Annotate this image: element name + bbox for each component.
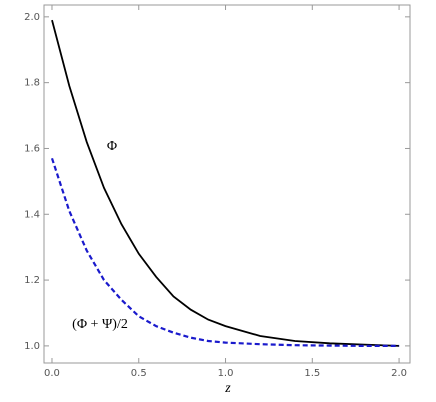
- y-tick-label: 1.0: [24, 341, 40, 352]
- y-tick-label: 2.0: [24, 12, 40, 23]
- y-tick-label: 1.4: [24, 209, 40, 220]
- x-tick-label: 2.0: [391, 368, 407, 379]
- x-tick-label: 0.0: [44, 368, 60, 379]
- x-tick-label: 0.5: [131, 368, 147, 379]
- plot-frame: [43, 4, 411, 364]
- y-tick-label: 1.6: [24, 143, 40, 154]
- x-tick-label: 1.0: [218, 368, 234, 379]
- y-tick-label: 1.8: [24, 78, 40, 89]
- series-label: Φ: [107, 139, 117, 154]
- series-label: (Φ + Ψ)/2: [72, 317, 128, 332]
- series-line: [50, 157, 400, 347]
- x-axis-label: z: [224, 381, 231, 396]
- series-line: [51, 19, 400, 347]
- y-tick-label: 1.2: [24, 275, 40, 286]
- x-tick-label: 1.5: [304, 368, 320, 379]
